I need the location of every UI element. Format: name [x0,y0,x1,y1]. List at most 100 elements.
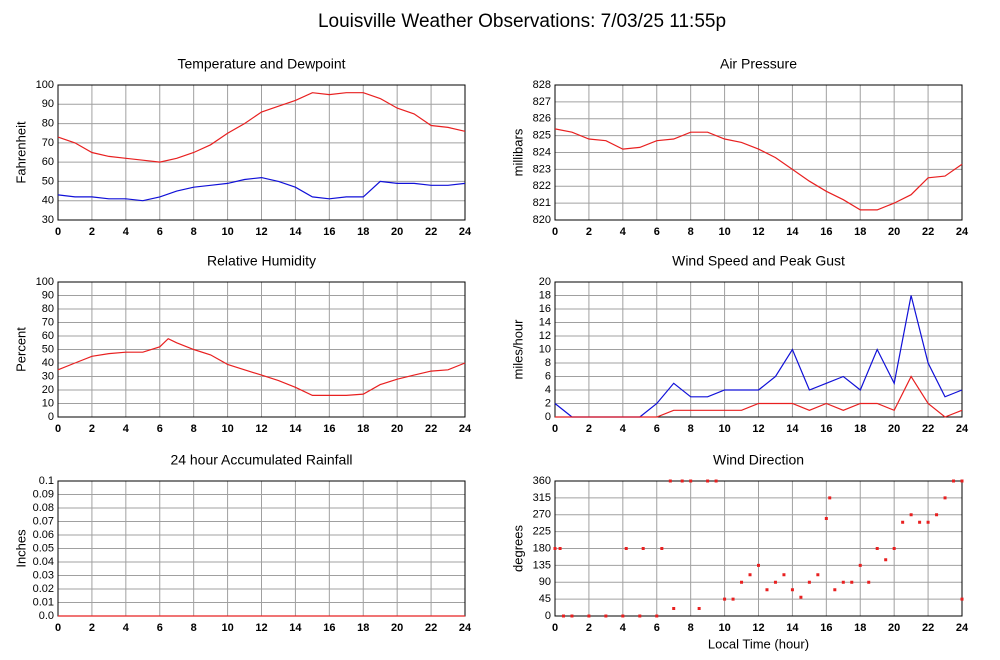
x-tick-label: 20 [391,423,403,435]
data-point [706,479,710,483]
y-tick-label: 315 [533,492,551,504]
subplot: Relative HumidityPercent0102030405060708… [13,253,472,435]
page-title: Louisville Weather Observations: 7/03/25… [318,11,726,32]
plot-frame [554,84,963,221]
data-point [680,479,684,483]
plot-frame [554,281,963,418]
data-line [554,128,963,211]
data-point [621,614,625,618]
x-tick-label: 4 [620,226,627,238]
data-point [740,580,744,584]
x-tick-label: 20 [888,423,900,435]
y-tick-label: 10 [539,343,551,355]
y-tick-label: 0.03 [33,569,54,581]
data-line [57,92,466,163]
x-tick-label: 18 [357,423,369,435]
data-point [884,558,888,562]
x-tick-label: 0 [552,423,558,435]
x-tick-label: 22 [922,226,934,238]
x-tick-label: 12 [255,423,267,435]
x-tick-label: 20 [888,622,900,634]
data-point [655,614,659,618]
y-tick-label: 0.07 [33,515,54,527]
y-tick-label: 70 [42,316,54,328]
x-tick-label: 14 [786,622,799,634]
data-point [773,580,777,584]
data-point [935,513,939,517]
y-tick-label: 20 [539,276,551,288]
x-tick-label: 14 [786,423,799,435]
data-point [553,547,557,550]
x-tick-label: 4 [123,423,130,435]
y-tick-label: 45 [539,593,551,605]
data-point [816,573,820,577]
subplot-title: Wind Direction [713,452,804,468]
subplot-title: Relative Humidity [207,253,316,269]
y-tick-label: 135 [533,559,551,571]
x-tick-label: 6 [157,226,163,238]
data-point [828,496,832,500]
x-tick-label: 16 [323,622,335,634]
y-tick-label: 16 [539,303,551,315]
y-tick-label: 270 [533,509,551,521]
x-tick-label: 6 [157,423,163,435]
y-tick-label: 30 [42,370,54,382]
data-point [757,563,760,567]
y-axis-label: degrees [510,525,525,572]
y-tick-label: 0 [545,610,551,622]
data-point [943,496,947,500]
y-tick-label: 8 [545,357,551,369]
x-tick-label: 22 [425,622,437,634]
y-tick-label: 0.0 [39,610,54,622]
y-tick-label: 0.09 [33,488,54,500]
x-tick-label: 24 [956,622,969,634]
x-tick-label: 0 [552,622,558,634]
y-tick-label: 0.05 [33,542,54,554]
y-axis-label: Inches [13,529,28,568]
data-point [901,520,905,524]
x-tick-label: 4 [620,622,627,634]
y-tick-label: 823 [533,163,551,175]
x-tick-label: 2 [89,423,95,435]
data-point [638,614,642,618]
subplot: Air Pressuremillibars8208218228238248258… [510,56,969,238]
x-tick-label: 2 [586,226,592,238]
x-tick-label: 12 [752,423,764,435]
x-tick-label: 24 [459,226,472,238]
y-tick-label: 826 [533,113,551,125]
y-tick-label: 827 [533,96,551,108]
y-tick-label: 0 [545,411,551,423]
x-tick-label: 22 [922,423,934,435]
data-point [624,547,628,550]
x-tick-label: 8 [688,622,694,634]
x-tick-label: 2 [586,423,592,435]
data-point [909,513,913,517]
data-point [841,580,845,584]
x-axis-label: Local Time (hour) [708,636,809,651]
data-point [824,517,828,520]
x-tick-label: 16 [820,226,832,238]
x-tick-label: 2 [89,226,95,238]
subplot: Wind Speed and Peak Gustmiles/hour024681… [510,253,969,435]
y-tick-label: 20 [42,384,54,396]
x-tick-label: 8 [191,423,197,435]
x-tick-label: 4 [620,423,627,435]
x-tick-label: 12 [255,622,267,634]
y-tick-label: 180 [533,542,551,554]
y-tick-label: 225 [533,526,551,538]
x-tick-label: 18 [854,226,866,238]
y-tick-label: 90 [42,289,54,301]
subplot-title: 24 hour Accumulated Rainfall [170,452,352,468]
y-tick-label: 10 [42,397,54,409]
y-tick-label: 90 [539,576,551,588]
data-point [952,479,956,483]
data-point [782,573,786,577]
y-tick-label: 50 [42,343,54,355]
x-tick-label: 14 [289,423,302,435]
plot-frame [57,281,466,418]
data-point [641,547,645,550]
data-point [960,597,964,601]
data-point [672,607,676,610]
data-point [960,479,964,483]
y-tick-label: 90 [42,98,54,110]
